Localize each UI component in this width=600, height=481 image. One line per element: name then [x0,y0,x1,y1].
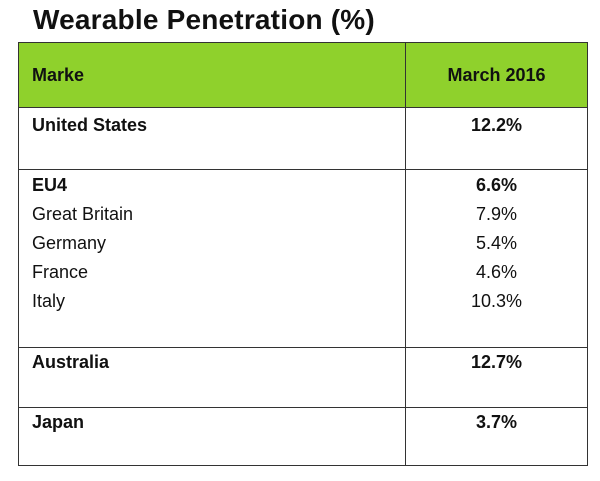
penetration-table: Marke March 2016 United States 12.2% EU4… [18,42,588,466]
row-value-france: 4.6% [475,262,518,282]
row-value-japan: 3.7% [475,412,518,432]
row-value-australia: 12.7% [470,352,523,372]
group-divider [19,347,587,348]
row-label-australia: Australia [32,352,110,372]
row-label-eu4: EU4 [32,175,68,195]
row-value-united-states: 12.2% [470,115,523,135]
row-label-united-states: United States [32,115,148,135]
row-value-germany: 5.4% [475,233,518,253]
row-label-japan: Japan [32,412,85,432]
column-header-date: March 2016 [447,65,546,85]
group-divider [19,169,587,170]
chart-title: Wearable Penetration (%) [33,4,375,35]
row-label-france: France [32,262,89,282]
row-value-eu4: 6.6% [475,175,518,195]
column-header-market: Marke [32,65,85,85]
row-value-great-britain: 7.9% [475,204,518,224]
table-header [19,43,587,108]
row-value-italy: 10.3% [470,291,523,311]
row-label-italy: Italy [32,291,66,311]
group-divider [19,407,587,408]
column-divider [405,43,406,465]
row-label-germany: Germany [32,233,107,253]
row-label-great-britain: Great Britain [32,204,134,224]
